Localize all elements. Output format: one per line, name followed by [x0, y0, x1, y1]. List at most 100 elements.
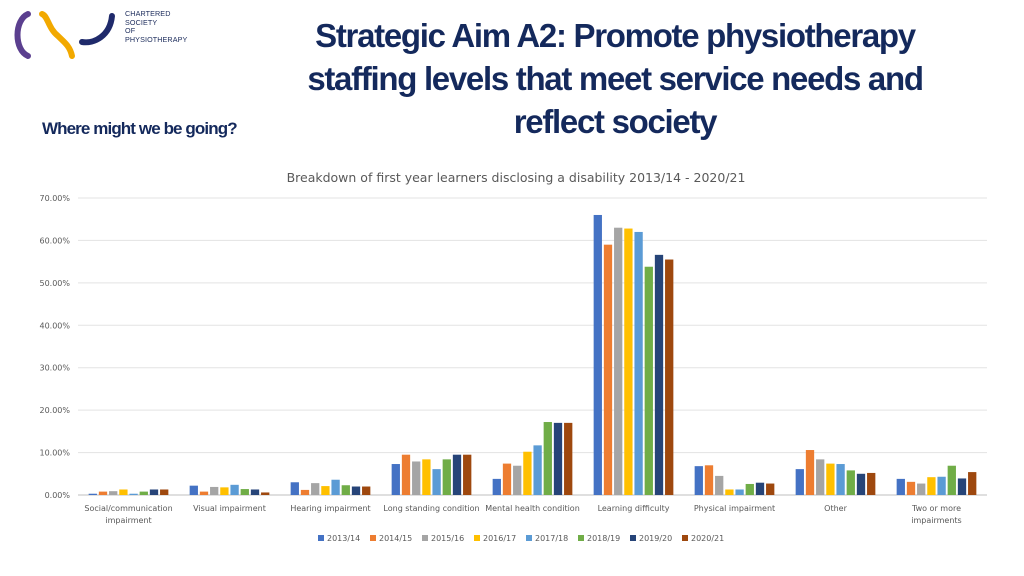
bar — [300, 489, 310, 495]
slide-title: Strategic Aim A2: Promote physiotherapy … — [270, 14, 960, 143]
chart-title: Breakdown of first year learners disclos… — [287, 170, 746, 185]
bar — [189, 485, 198, 495]
bar — [795, 469, 804, 495]
bar — [725, 489, 734, 495]
bar — [230, 484, 239, 495]
bar — [634, 231, 643, 495]
bar — [149, 489, 159, 495]
y-tick-label: 50.00% — [39, 279, 70, 288]
bar — [665, 259, 674, 495]
bar — [341, 485, 350, 495]
x-tick-label: Two or more — [911, 504, 961, 513]
bar — [846, 470, 855, 495]
bar — [98, 491, 108, 495]
bar — [119, 489, 128, 495]
bar — [614, 227, 623, 495]
x-tick-label: impairment — [105, 516, 151, 525]
bar — [412, 461, 421, 495]
logo-line: OF — [125, 26, 136, 36]
bar — [109, 491, 118, 495]
bar — [624, 228, 633, 495]
bar — [250, 489, 260, 495]
bar — [199, 491, 209, 495]
logo-purple-arc — [14, 11, 31, 59]
bar — [826, 463, 835, 495]
bar — [533, 445, 542, 495]
legend-label: 2020/21 — [691, 534, 724, 543]
bar — [290, 482, 299, 495]
logo-line: CHARTERED — [125, 9, 171, 18]
bar — [502, 463, 512, 495]
bar — [261, 492, 270, 495]
bar — [210, 486, 219, 495]
bar — [129, 493, 138, 495]
y-tick-label: 20.00% — [39, 406, 70, 415]
bar — [463, 454, 472, 495]
bar — [735, 489, 744, 495]
title-line: staffing levels that meet service needs … — [307, 60, 924, 97]
legend-label: 2014/15 — [379, 534, 412, 543]
bar — [564, 422, 573, 495]
legend-swatch — [682, 535, 688, 541]
legend-swatch — [630, 535, 636, 541]
legend-label: 2015/16 — [431, 534, 464, 543]
y-tick-label: 30.00% — [39, 364, 70, 373]
logo-navy-arc — [79, 13, 115, 46]
bar — [362, 486, 371, 495]
legend-swatch — [474, 535, 480, 541]
x-tick-label: impairments — [911, 516, 961, 525]
y-tick-label: 70.00% — [39, 194, 70, 203]
y-tick-label: 60.00% — [39, 236, 70, 245]
bar — [543, 422, 552, 495]
bar — [88, 493, 97, 495]
logo-wordmark: CHARTERED SOCIETY OF PHYSIOTHERAPY — [125, 9, 187, 44]
bar — [401, 454, 411, 495]
logo-line: SOCIETY — [125, 17, 158, 27]
legend-label: 2019/20 — [639, 534, 672, 543]
bar — [240, 489, 249, 495]
x-tick-label: Social/communication — [84, 504, 172, 513]
x-tick-label: Learning difficulty — [598, 504, 670, 513]
legend-label: 2016/17 — [483, 534, 516, 543]
bar — [957, 478, 967, 495]
x-tick-label: Long standing condition — [383, 504, 479, 513]
legend-swatch — [370, 535, 376, 541]
bar — [432, 469, 441, 495]
y-tick-label: 0.00% — [45, 491, 71, 500]
bar — [766, 483, 775, 495]
bar — [968, 472, 977, 495]
bar — [160, 489, 169, 495]
bar — [311, 483, 320, 495]
legend-label: 2017/18 — [535, 534, 568, 543]
bar — [856, 473, 866, 495]
legend-label: 2018/19 — [587, 534, 620, 543]
bar — [867, 472, 876, 495]
bar — [593, 214, 602, 495]
bar — [220, 487, 229, 495]
bar — [937, 476, 946, 495]
title-line: reflect society — [513, 103, 718, 140]
slide-subtitle: Where might we be going? — [42, 119, 238, 138]
bar — [523, 451, 532, 495]
bar — [917, 483, 926, 495]
bar — [492, 478, 501, 495]
title-line: Strategic Aim A2: Promote physiotherapy — [315, 17, 916, 54]
bar — [513, 465, 522, 495]
bar — [644, 266, 653, 495]
x-tick-label: Visual impairment — [193, 504, 266, 513]
bar — [654, 254, 664, 495]
bar — [896, 478, 905, 495]
bar — [391, 464, 400, 495]
legend-swatch — [422, 535, 428, 541]
x-tick-label: Physical impairment — [694, 504, 775, 513]
bar — [745, 483, 754, 495]
csp-logo — [14, 11, 115, 59]
bar — [422, 459, 431, 495]
bar — [553, 422, 563, 495]
bar — [906, 481, 916, 495]
legend-swatch — [318, 535, 324, 541]
bar — [603, 244, 613, 495]
bar — [805, 450, 815, 495]
bar — [947, 465, 956, 495]
x-tick-label: Other — [824, 504, 847, 513]
